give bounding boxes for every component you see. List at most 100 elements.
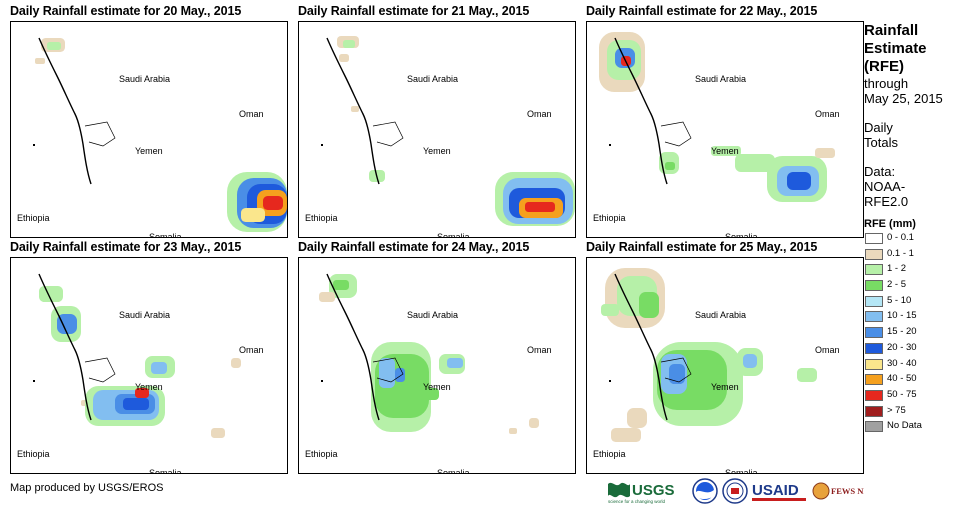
legend-class-row: 0.1 - 1: [864, 247, 964, 263]
rainfall-map: Saudi Arabia Oman Yemen Ethiopia Somalia: [305, 36, 575, 237]
country-label-saudi: Saudi Arabia: [119, 74, 170, 84]
usaid-logo: USAID: [752, 478, 812, 504]
country-label-somalia: Somalia: [437, 232, 470, 237]
rainfall-cell: [447, 358, 463, 368]
legend-class-row: No Data: [864, 419, 964, 435]
country-label-yemen: Yemen: [423, 146, 451, 156]
legend-class-label: 0 - 0.1: [887, 232, 914, 243]
legend-class-label: > 75: [887, 404, 906, 416]
country-label-saudi: Saudi Arabia: [407, 310, 458, 320]
legend-swatch: [865, 405, 883, 417]
rainfall-cell: [151, 362, 167, 374]
legend-class-label: 30 - 40: [887, 357, 917, 369]
country-label-ethiopia: Ethiopia: [305, 213, 338, 223]
panel-title: Daily Rainfall estimate for 20 May., 201…: [10, 4, 242, 18]
islands: [321, 144, 323, 146]
rainfall-cell: [39, 286, 63, 302]
rainfall-cell: [35, 58, 45, 64]
islands: [321, 380, 323, 382]
panel-title: Daily Rainfall estimate for 24 May., 201…: [298, 240, 530, 254]
country-label-saudi: Saudi Arabia: [695, 310, 746, 320]
coastlines: [326, 37, 380, 185]
country-label-saudi: Saudi Arabia: [119, 310, 170, 320]
rainfall-cell: [47, 42, 61, 50]
legend-class-row: 40 - 50: [864, 372, 964, 388]
legend-swatch: [865, 311, 883, 323]
rainfall-cell: [797, 368, 817, 382]
legend-class-label: 20 - 30: [887, 341, 917, 353]
map-panel-may25: Daily Rainfall estimate for 25 May., 201…: [586, 240, 864, 476]
rainfall-cell: [627, 408, 647, 428]
legend-swatch: [865, 295, 883, 307]
legend-class-label: 0.1 - 1: [887, 247, 914, 259]
legend-data-label: Data:: [864, 164, 896, 179]
country-label-ethiopia: Ethiopia: [593, 449, 626, 459]
rainfall-cell: [379, 358, 395, 388]
coastlines: [38, 37, 92, 185]
legend-class-label: 50 - 75: [887, 388, 917, 400]
country-label-saudi: Saudi Arabia: [695, 74, 746, 84]
rainfall-cell: [211, 428, 225, 438]
rainfall-cell: [343, 40, 355, 48]
rainfall-cell: [241, 208, 265, 222]
country-label-somalia: Somalia: [149, 232, 182, 237]
rainfall-patches: [35, 38, 287, 232]
legend-swatch: [865, 248, 883, 260]
rainfall-map: Saudi Arabia Oman Yemen Ethiopia Somalia: [305, 273, 552, 473]
rainfall-map: Saudi Arabia Oman Yemen Ethiopia Somalia: [593, 32, 840, 237]
legend-class-row: 15 - 20: [864, 325, 964, 341]
map-frame: Saudi Arabia Oman Yemen Ethiopia Somalia: [298, 21, 576, 238]
legend-title-2: Estimate: [864, 40, 927, 57]
rainfall-cell: [395, 368, 405, 382]
legend-swatch: [865, 374, 883, 386]
rainfall-map: Saudi Arabia Oman Yemen Ethiopia Somalia: [17, 273, 264, 473]
legend-class-label: 10 - 15: [887, 310, 917, 322]
coastlines: [38, 273, 92, 421]
usgs-logo: USGS science for a changing world: [606, 478, 686, 504]
svg-text:USGS: USGS: [632, 482, 675, 499]
legend-class-label: 40 - 50: [887, 373, 917, 385]
legend-class-label: 15 - 20: [887, 326, 917, 338]
rainfall-cell: [231, 358, 241, 368]
panel-title: Daily Rainfall estimate for 22 May., 201…: [586, 4, 818, 18]
yemen-admin: [84, 357, 116, 383]
country-label-saudi: Saudi Arabia: [407, 74, 458, 84]
country-label-ethiopia: Ethiopia: [593, 213, 626, 223]
map-panel-may24: Daily Rainfall estimate for 24 May., 201…: [298, 240, 576, 476]
map-panel-may21: Daily Rainfall estimate for 21 May., 201…: [298, 4, 576, 240]
map-frame: Saudi Arabia Oman Yemen Ethiopia Somalia: [298, 257, 576, 474]
country-label-oman: Oman: [239, 345, 264, 355]
rainfall-cell: [711, 146, 741, 156]
map-frame: Saudi Arabia Oman Yemen Ethiopia Somalia: [10, 21, 288, 238]
rainfall-cell: [529, 418, 539, 428]
country-label-oman: Oman: [239, 109, 264, 119]
legend-through: through: [864, 76, 909, 91]
rainfall-cell: [611, 428, 641, 442]
islands: [609, 380, 611, 382]
rainfall-cell: [639, 292, 659, 318]
legend-swatch: [865, 264, 883, 276]
country-label-yemen: Yemen: [423, 382, 451, 392]
rainfall-patches: [337, 36, 575, 226]
legend-class-label: No Data: [887, 420, 922, 432]
rainfall-cell: [57, 314, 77, 334]
rainfall-cell: [123, 398, 149, 410]
legend-class-row: 30 - 40: [864, 357, 964, 373]
legend-class-label: 1 - 2: [887, 263, 907, 275]
rainfall-cell: [333, 280, 349, 290]
islands: [33, 380, 35, 382]
map-frame: Saudi Arabia Oman Yemen Ethiopia Somalia: [586, 21, 864, 238]
coastlines: [326, 273, 380, 421]
rainfall-cell: [743, 354, 757, 368]
legend-swatch: [865, 421, 883, 433]
legend-units: RFE (mm): [864, 218, 916, 230]
coastlines: [614, 273, 668, 421]
country-label-ethiopia: Ethiopia: [17, 213, 50, 223]
country-label-yemen: Yemen: [711, 146, 739, 156]
map-credit: Map produced by USGS/EROS: [10, 482, 164, 494]
legend-class-row: 10 - 15: [864, 309, 964, 325]
rainfall-cell: [135, 388, 149, 398]
rainfall-cell: [735, 154, 775, 172]
yemen-admin: [660, 357, 692, 383]
country-label-somalia: Somalia: [725, 232, 758, 237]
